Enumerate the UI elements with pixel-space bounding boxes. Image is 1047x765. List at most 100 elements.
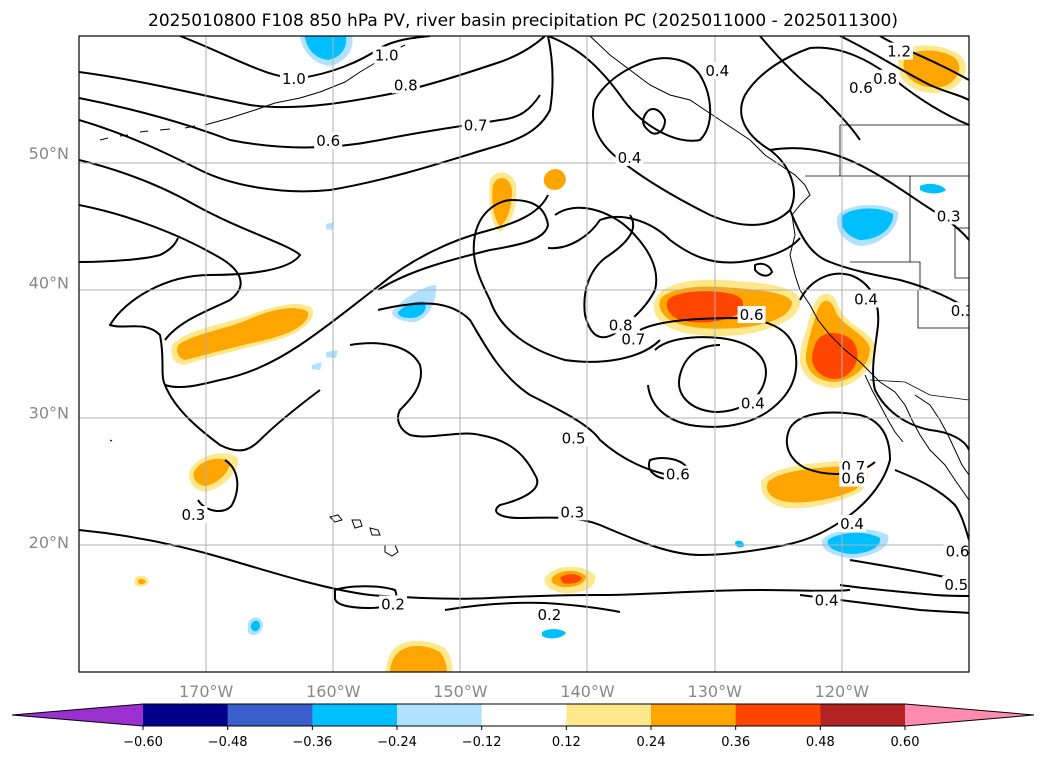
precip-positive-region (543, 168, 566, 190)
pv-contour (79, 94, 541, 149)
precip-positive-region (138, 578, 146, 585)
contour-label: 0.3 (951, 302, 975, 320)
lon-tick-label: 120°W (815, 682, 870, 701)
pv-contour (79, 159, 549, 389)
map-title: 2025010800 F108 850 hPa PV, river basin … (148, 11, 898, 31)
contour-label: 0.4 (741, 394, 765, 412)
lon-tick-label: 150°W (433, 682, 488, 701)
contour-label-bg (461, 116, 490, 134)
contour-label-bg (812, 591, 841, 609)
colorbar-tick-label: −0.24 (377, 735, 417, 750)
precip-positive-region (560, 574, 582, 584)
contour-label: 1.0 (282, 70, 306, 88)
precip-negative-region (326, 222, 334, 230)
colorbar: −0.60 −0.48 −0.36 −0.24 −0.12 0.12 0.24 0.36 0.4… (11, 703, 1035, 750)
contour-label: 0.4 (705, 62, 729, 80)
coastline (789, 214, 969, 501)
colorbar-over-extension (905, 704, 1034, 726)
colorbar-tick-label: 0.24 (637, 735, 666, 750)
contour-label-bg (871, 69, 900, 87)
precip-negative-region (398, 301, 426, 318)
contour-label: 0.3 (560, 503, 584, 521)
lon-tick-label: 140°W (560, 682, 615, 701)
colorbar-bin (143, 704, 229, 726)
colorbar-tick-label: 0.60 (891, 735, 920, 750)
colorbar-tick-label: −0.36 (292, 735, 332, 750)
contour-label-bg (737, 306, 766, 324)
contour-label-bg (606, 316, 635, 334)
map-frame (78, 35, 970, 673)
latitude-labels: 20°N 30°N 40°N 50°N (29, 144, 69, 552)
contour-label: 0.7 (621, 331, 645, 349)
contour-label: 0.6 (841, 470, 865, 488)
contour-label-bg (738, 394, 767, 412)
contour-label-bg (846, 78, 875, 96)
contour-label: 0.3 (181, 506, 205, 524)
lon-tick-label: 170°W (179, 682, 234, 701)
contour-label-bg (615, 149, 644, 167)
precip-negative-region (735, 540, 744, 548)
border (909, 176, 969, 279)
contour-label-bg (279, 69, 308, 87)
contour-label-bg (839, 469, 868, 487)
precip-negative-region (305, 36, 347, 60)
pv-contour (79, 36, 554, 193)
pv-contour (79, 36, 546, 109)
contour-label: 0.6 (666, 466, 690, 484)
colorbar-under-extension (12, 704, 143, 726)
pv-contour (79, 529, 851, 600)
colorbar-tick-label: −0.60 (123, 735, 163, 750)
border (869, 379, 969, 401)
lat-tick-label: 30°N (29, 403, 69, 422)
pv-contour (179, 36, 431, 80)
pv-contour (349, 342, 891, 556)
precip-negative-region (326, 350, 338, 358)
lon-tick-label: 160°W (306, 682, 361, 701)
pv-contour (547, 36, 811, 226)
contour-label-bg (663, 465, 692, 483)
coastline (109, 439, 113, 442)
contour-label: 0.6 (740, 306, 764, 324)
coastline (589, 36, 811, 216)
lat-tick-label: 50°N (29, 144, 69, 163)
contour-label: 0.5 (562, 429, 586, 447)
longitude-labels: 170°W 160°W 150°W 140°W 130°W 120°W (179, 682, 869, 701)
colorbar-tick-label: 0.48 (806, 735, 835, 750)
colorbar-bin (735, 704, 821, 726)
colorbar-bin (651, 704, 737, 726)
lat-tick-label: 40°N (29, 274, 69, 293)
colorbar-bin (397, 704, 483, 726)
pv-contour (769, 147, 969, 241)
contour-label: 0.6 (849, 79, 873, 97)
precip-negative-region (312, 362, 322, 370)
contour-label-bg (391, 76, 420, 94)
contour-label-bg (379, 595, 408, 613)
contour-label-bg (179, 505, 208, 523)
pv-contour (79, 237, 179, 263)
precip-positive-region (766, 466, 863, 503)
coastline (99, 125, 196, 141)
contour-label-bg (934, 207, 963, 225)
pv-contour (799, 272, 969, 451)
contour-label: 1.2 (887, 43, 911, 61)
coastline (914, 394, 969, 476)
contour-label: 0.4 (854, 290, 878, 308)
contour-labels: 1.01.0 0.80.70.60.40.40.60.81.20.30.40.30… (179, 42, 975, 624)
contour-label: 0.6 (946, 542, 970, 560)
coastline (329, 514, 399, 557)
contour-label-bg (619, 330, 648, 348)
coastlines (99, 36, 969, 557)
contour-label: 0.6 (316, 132, 340, 150)
pv-contour (839, 584, 969, 597)
contour-label-bg (852, 290, 881, 308)
colorbar-bin (820, 704, 906, 726)
precip-positive-region (193, 458, 230, 486)
contour-label: 0.8 (873, 70, 897, 88)
contour-label-bg (885, 42, 914, 60)
colorbar-bin (481, 704, 567, 726)
pv-contour (444, 601, 621, 613)
contour-label: 0.8 (609, 316, 633, 334)
colorbar-bin (566, 704, 652, 726)
precip-negative-region (841, 208, 894, 240)
pv-contour (642, 108, 666, 135)
